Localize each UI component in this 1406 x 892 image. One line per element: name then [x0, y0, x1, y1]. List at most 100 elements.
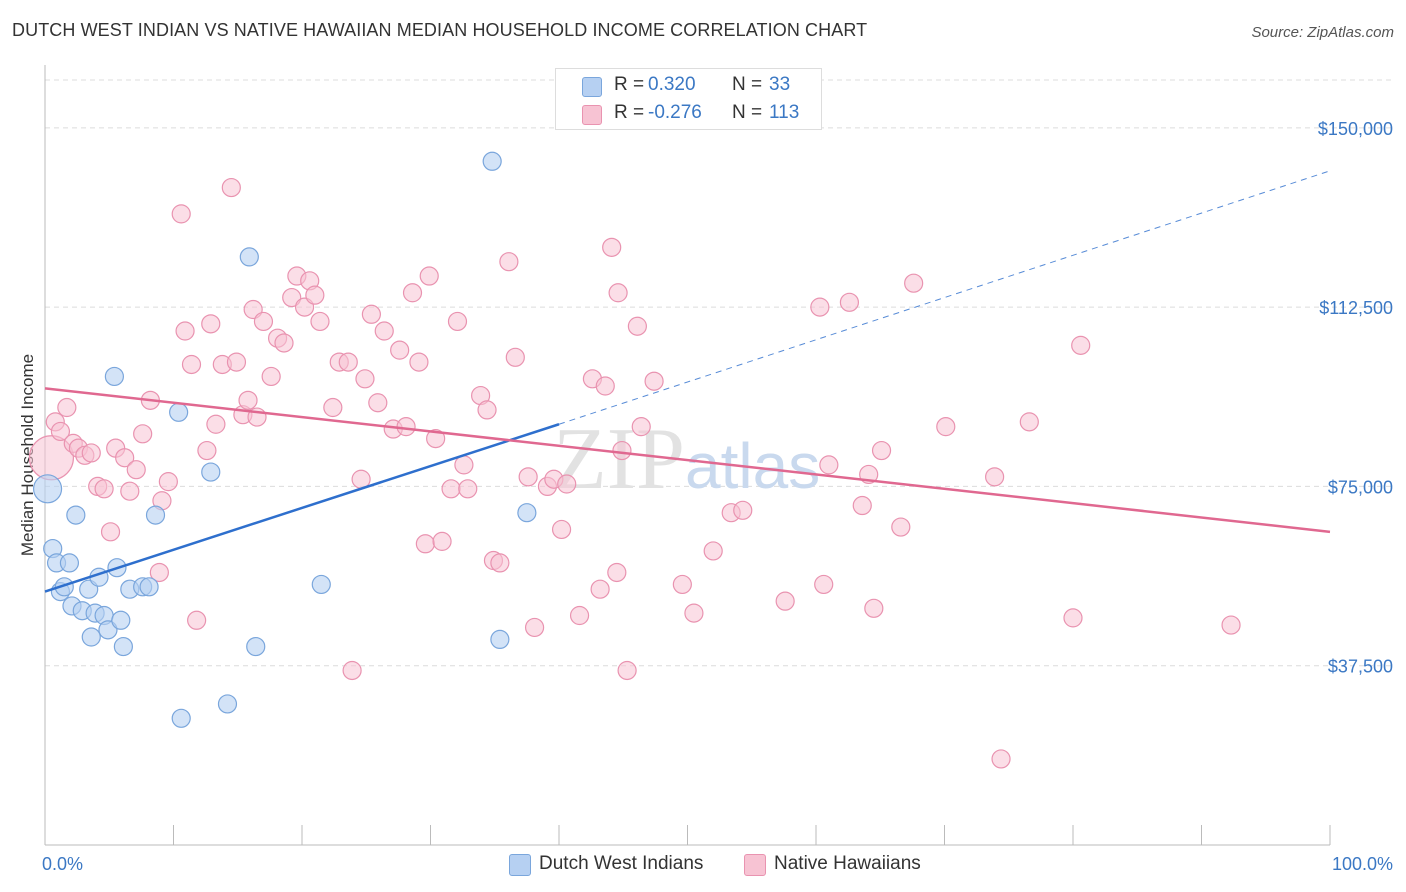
pink-swatch	[744, 854, 766, 876]
dutch-west-indian-point	[239, 247, 259, 267]
native-hawaiian-point	[864, 598, 884, 618]
source-credit: Source: ZipAtlas.com	[1251, 24, 1394, 41]
native-hawaiian-point	[175, 321, 195, 341]
native-hawaiian-point	[261, 366, 281, 387]
dutch-west-indian-point	[32, 474, 63, 504]
native-hawaiian-point	[477, 400, 497, 420]
native-hawaiian-point	[415, 534, 435, 554]
native-hawaiian-point	[100, 522, 121, 542]
r-label: R =	[614, 102, 645, 123]
native-hawaiian-point	[1019, 412, 1039, 432]
native-hawaiian-point	[253, 311, 274, 332]
native-hawaiian-point	[617, 660, 637, 681]
native-hawaiian-point	[454, 455, 474, 475]
native-hawaiian-point	[201, 314, 221, 334]
native-hawaiian-point	[839, 292, 860, 312]
native-hawaiian-point	[181, 354, 202, 375]
native-hawaiian-point	[115, 448, 135, 468]
dutch-west-indian-point	[111, 610, 131, 630]
dutch-west-indian-point	[246, 636, 266, 657]
native-hawaiian-point	[703, 541, 723, 561]
native-hawaiian-point	[458, 479, 478, 499]
native-hawaiian-point	[126, 460, 146, 480]
native-hawaiian-point	[323, 397, 343, 418]
series-legend: Dutch West Indians Native Hawaiians	[0, 852, 1406, 880]
native-hawaiian-point	[447, 311, 468, 332]
native-hawaiian-point	[518, 467, 538, 487]
native-hawaiian-point	[94, 479, 114, 499]
n-value: 33	[769, 74, 791, 95]
native-hawaiian-point	[158, 472, 178, 492]
dutch-west-indian-point	[217, 694, 238, 714]
tick-labels: $37,500 $75,000 $112,500 $150,000 0.0% 100.0%	[42, 119, 1393, 874]
legend-row-pink: R = -0.276 N = 113	[556, 99, 821, 127]
dutch-west-indian-point	[490, 629, 510, 650]
r-value: -0.276	[648, 102, 702, 123]
dutch-west-indian-point	[98, 620, 118, 640]
native-hawaiian-point	[814, 574, 834, 595]
x-tick-label: 0.0%	[42, 854, 83, 874]
dutch-west-indian-point	[201, 462, 221, 482]
native-hawaiian-point	[607, 562, 627, 583]
native-hawaiian-point	[238, 390, 258, 410]
watermark-atlas: atlas	[685, 430, 820, 502]
native-hawaiian-point	[120, 481, 140, 501]
x-tick-label: 100.0%	[1332, 854, 1393, 874]
y-tick-label: $150,000	[1318, 119, 1393, 139]
native-hawaiian-point	[342, 660, 362, 681]
native-hawaiian-point	[133, 424, 153, 444]
native-hawaiian-point	[612, 440, 632, 461]
native-hawaiian-point	[338, 352, 358, 372]
native-hawaiian-point	[149, 562, 169, 583]
legend-label: Native Hawaiians	[774, 853, 921, 874]
native-hawaiian-point	[402, 283, 423, 303]
native-hawaiian-point	[524, 617, 545, 638]
native-hawaiian-point	[595, 376, 615, 396]
n-value: 113	[769, 102, 800, 123]
dutch-west-indian-point	[81, 627, 101, 647]
correlation-legend: R = 0.320 N = 33 R = -0.276 N = 113	[555, 68, 822, 130]
native-hawaiian-point	[81, 443, 101, 463]
native-hawaiian-point	[282, 287, 302, 308]
native-hawaiian-point	[936, 417, 956, 437]
native-hawaiian-point	[441, 479, 461, 499]
native-hawaiian-point	[775, 591, 795, 611]
native-hawaiian-point	[627, 316, 647, 336]
native-hawaiian-point	[991, 749, 1011, 769]
native-hawaiian-point	[419, 266, 439, 286]
native-hawaiian-point	[274, 333, 294, 353]
dutch-west-indian-point	[54, 577, 74, 597]
dutch-west-indian-point	[113, 636, 133, 657]
native-hawaiian-point	[810, 297, 830, 317]
blue-trend-line	[44, 423, 560, 593]
native-hawaiian-point	[672, 574, 692, 595]
native-hawaiian-point	[590, 579, 610, 599]
native-hawaiian-point	[187, 610, 207, 630]
legend-label: Dutch West Indians	[539, 853, 704, 874]
dutch-west-indian-point	[139, 577, 159, 597]
pink-swatch	[582, 105, 602, 125]
native-hawaiian-point	[904, 273, 924, 293]
native-hawaiian-point	[891, 517, 911, 537]
dutch-west-indians-points	[32, 151, 537, 728]
native-hawaiian-point	[355, 369, 375, 389]
native-hawaiian-point	[57, 397, 77, 418]
native-hawaiian-point	[852, 495, 872, 516]
native-hawaiian-point	[390, 340, 410, 360]
native-hawaiian-point	[819, 455, 839, 475]
grid-lines	[45, 79, 1395, 667]
native-hawaiian-point	[206, 414, 226, 434]
native-hawaiian-point	[310, 311, 330, 332]
native-hawaiian-point	[197, 440, 217, 461]
native-hawaiian-point	[1071, 335, 1091, 355]
dutch-west-indian-point	[171, 708, 191, 728]
dutch-west-indian-point	[517, 503, 537, 523]
native-hawaiian-point	[432, 531, 452, 551]
native-hawaiian-point	[608, 283, 628, 303]
blue-trend-extension	[558, 170, 1331, 425]
dutch-west-indian-point	[311, 574, 331, 595]
native-hawaiian-point	[368, 393, 388, 413]
n-label: N =	[732, 74, 763, 95]
r-label: R =	[614, 74, 645, 95]
native-hawaiian-point	[171, 204, 191, 224]
